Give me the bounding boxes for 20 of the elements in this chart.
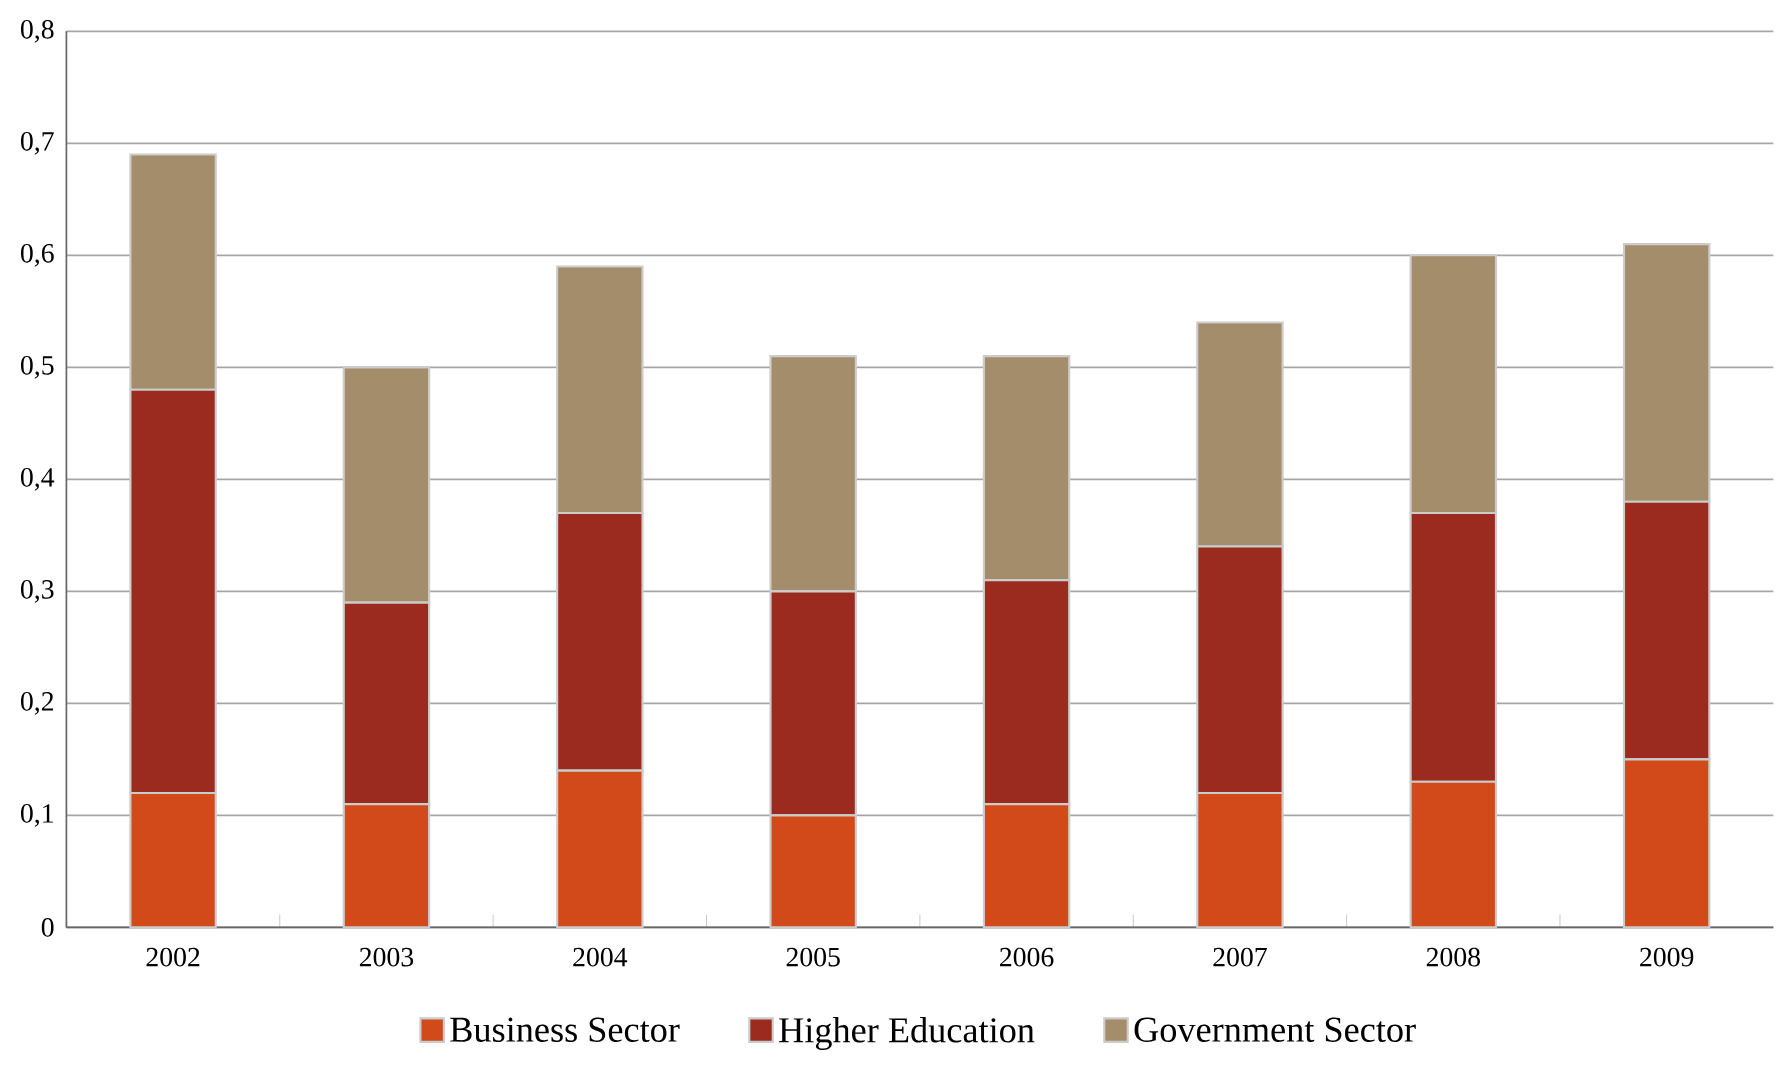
x-tick-label: 2009 <box>1640 947 1694 967</box>
y-tick-label: 0,4 <box>20 468 55 491</box>
x-tick-label: 2003 <box>359 947 414 967</box>
legend-label: Business Sector <box>450 1017 680 1043</box>
x-tick-label: 2008 <box>1426 947 1480 967</box>
y-tick-label: 0,8 <box>20 20 54 43</box>
legend-label: Government Sector <box>1134 1017 1416 1043</box>
x-tick-label: 2004 <box>573 947 628 967</box>
y-tick-label: 0,7 <box>20 132 54 155</box>
x-tick-label: 2002 <box>146 947 200 967</box>
x-tick-label: 2006 <box>1000 947 1054 967</box>
y-tick-label: 0,3 <box>20 580 54 603</box>
y-tick-label: 0,2 <box>20 692 54 715</box>
x-tick-label: 2007 <box>1213 947 1267 967</box>
y-tick-label: 0,6 <box>20 244 54 267</box>
y-tick-label: 0,5 <box>20 356 54 379</box>
y-tick-label: 0,1 <box>20 804 53 827</box>
y-tick-label: 0 <box>41 918 54 937</box>
legend-label: Higher Education <box>779 1017 1035 1051</box>
x-tick-label: 2005 <box>786 947 840 967</box>
